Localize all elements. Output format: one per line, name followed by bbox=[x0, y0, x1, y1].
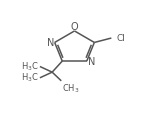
Text: N: N bbox=[88, 57, 95, 67]
Text: Cl: Cl bbox=[117, 34, 125, 43]
Text: H$_3$C: H$_3$C bbox=[21, 60, 39, 73]
Text: CH$_3$: CH$_3$ bbox=[62, 83, 80, 95]
Text: H$_3$C: H$_3$C bbox=[21, 72, 39, 84]
Text: N: N bbox=[46, 38, 54, 48]
Text: O: O bbox=[71, 22, 78, 32]
